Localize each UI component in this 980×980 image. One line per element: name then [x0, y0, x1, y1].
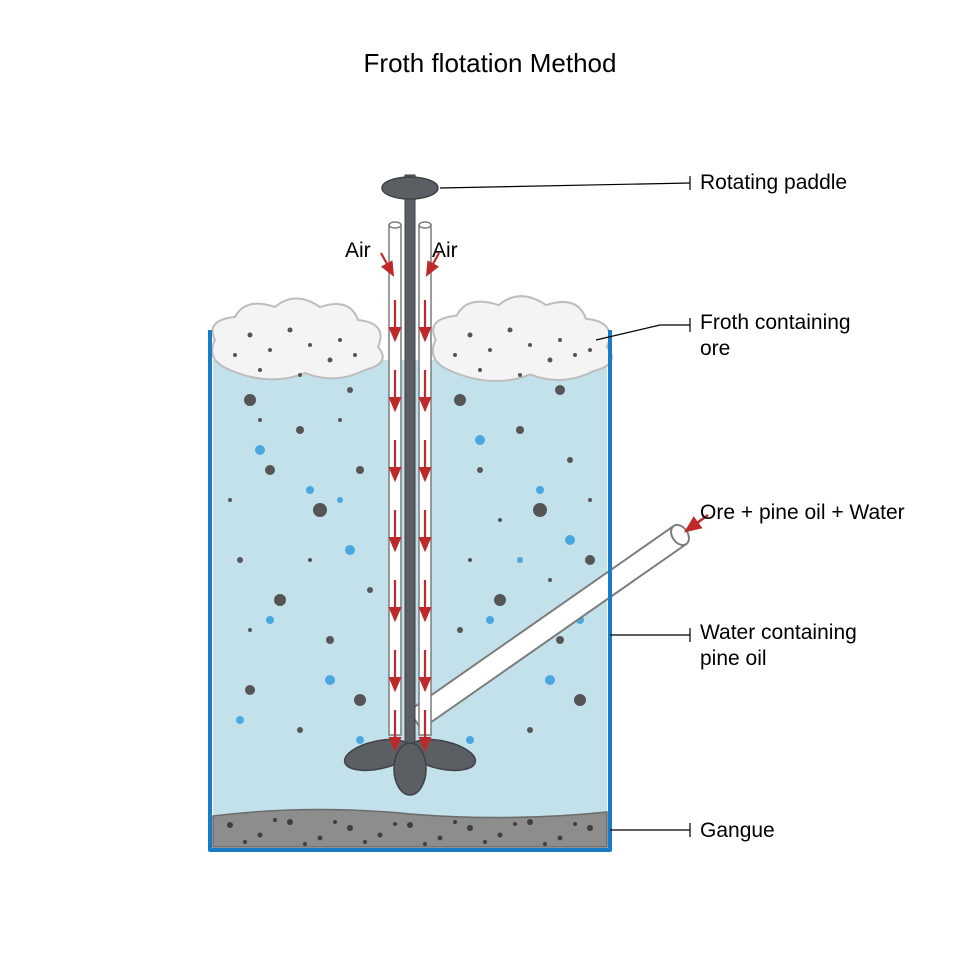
label-froth: Froth containing ore	[700, 310, 851, 363]
froth-flotation-diagram	[0, 0, 980, 980]
label-air-left: Air	[345, 238, 371, 264]
label-gangue: Gangue	[700, 818, 775, 844]
label-ore-input: Ore + pine oil + Water	[700, 500, 905, 526]
label-rotating-paddle: Rotating paddle	[700, 170, 847, 196]
label-air-right: Air	[432, 238, 458, 264]
diagram-title: Froth flotation Method	[0, 48, 980, 79]
label-water-pine: Water containing pine oil	[700, 620, 857, 673]
